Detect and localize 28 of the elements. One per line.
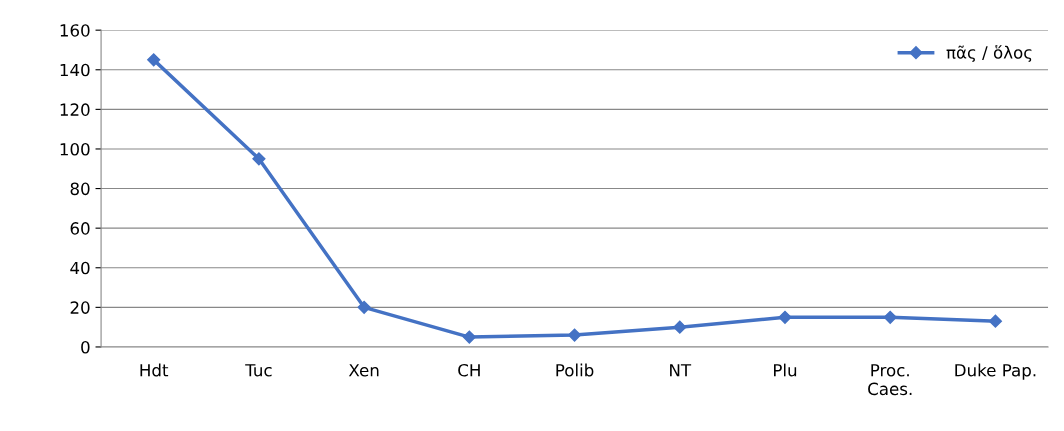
- x-tick-label: NT: [670, 364, 692, 377]
- x-tick-label: Proc. Caes.: [868, 364, 912, 396]
- y-tick-label: 140: [60, 63, 90, 77]
- y-tick-label: 160: [60, 24, 90, 37]
- x-tick-label: Tuc: [245, 364, 272, 377]
- x-tick-label: Hdt: [140, 363, 169, 377]
- point: [147, 53, 161, 67]
- y-tick-label: 0: [81, 340, 90, 354]
- point: [567, 328, 582, 342]
- point: [462, 330, 476, 344]
- point: [252, 152, 266, 166]
- y-tick-label: 80: [70, 182, 90, 196]
- x-tick-label: Xen: [348, 364, 379, 377]
- x-tick-label: Polib: [556, 363, 594, 377]
- y-tick-label: 120: [60, 103, 90, 116]
- point: [883, 310, 897, 324]
- x-tick-label: CH: [458, 363, 480, 377]
- y-tick-label: 40: [70, 261, 90, 275]
- point: [778, 310, 792, 324]
- point: [357, 300, 371, 314]
- y-tick-label: 100: [60, 142, 90, 156]
- point: [673, 320, 687, 334]
- y-tick-label: 60: [70, 222, 90, 235]
- legend-label: πᾶς / ὅλος: [946, 45, 1032, 62]
- x-tick-label: Duke Pap.: [955, 363, 1036, 380]
- x-tick-label: Plu: [774, 363, 797, 377]
- point: [988, 314, 1003, 328]
- y-tick-label: 20: [70, 301, 90, 314]
